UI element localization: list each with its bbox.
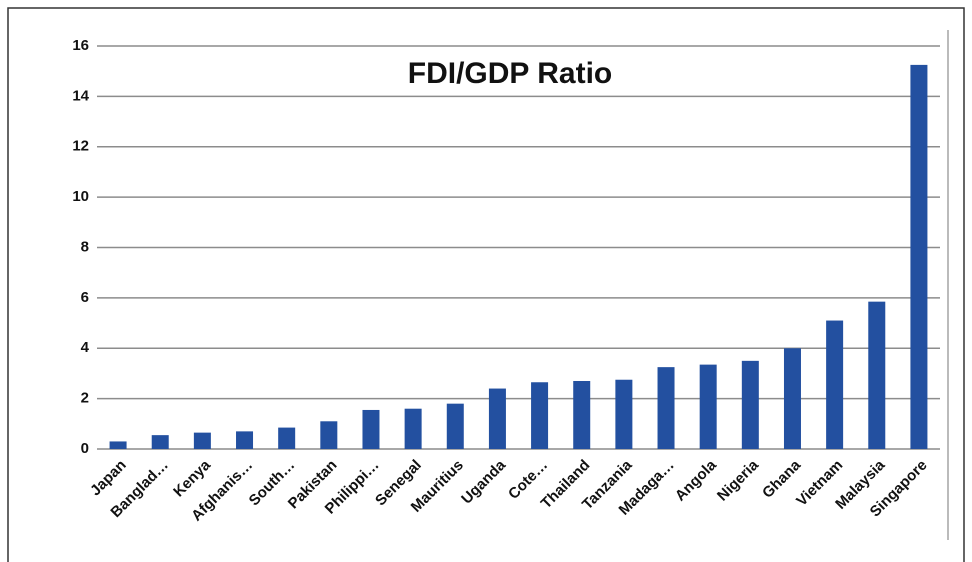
x-tick-label: Angola [672,456,720,504]
bar [868,301,886,449]
y-tick-label: 4 [81,339,90,356]
x-tick-label: Uganda [458,456,509,507]
bar [615,379,633,449]
bar [488,388,506,449]
bar [236,431,254,449]
bar [783,348,801,449]
bar [109,441,127,449]
chart-frame [7,7,965,562]
bar [278,427,296,449]
bar [657,367,675,449]
bar [446,403,464,449]
bar [910,64,928,449]
bar [404,408,422,449]
y-tick-label: 2 [81,390,89,407]
y-tick-label: 8 [81,238,89,255]
bar [741,360,759,449]
chart-title: FDI/GDP Ratio [408,57,612,90]
bar [193,432,211,449]
bar [531,382,549,449]
bar [573,380,591,449]
bar [826,320,844,449]
y-tick-label: 14 [72,87,89,104]
x-tick-label: Nigeria [714,456,762,504]
y-tick-label: 12 [72,138,89,155]
bar [362,409,380,449]
y-tick-label: 6 [81,289,89,306]
y-tick-label: 10 [72,188,89,205]
y-tick-label: 16 [72,37,89,54]
bar [699,364,717,449]
bar [320,421,338,449]
bar [151,435,169,449]
y-tick-label: 0 [81,440,89,457]
